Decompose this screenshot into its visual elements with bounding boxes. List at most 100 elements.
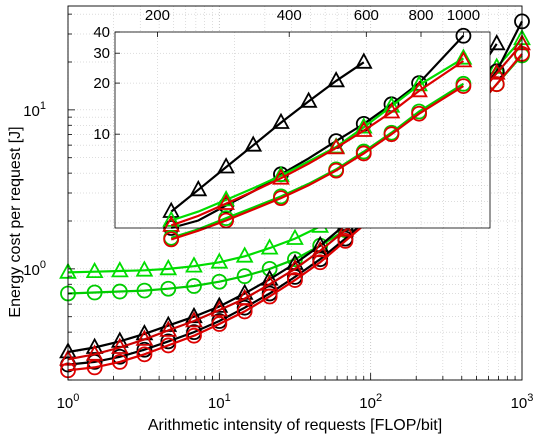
series-2-point-17	[487, 34, 506, 51]
series-0-point-6	[210, 252, 229, 269]
series-4-point-2	[110, 337, 129, 354]
inset-series-0-point-5	[299, 91, 318, 108]
inset-series-5-point-2	[218, 212, 234, 229]
series-5-point-4	[160, 337, 177, 354]
inset-frame	[114, 31, 491, 229]
inset-series-3-point-8	[382, 102, 401, 119]
inset-axes: 200 400 600 800 1000 10 20 30 40	[93, 7, 491, 229]
series-1-point-5	[186, 278, 202, 294]
series-2-point-1	[85, 337, 104, 354]
series-4-point-11	[336, 220, 355, 237]
series-4-point-4	[159, 320, 178, 337]
inset-y-tick-label: 30	[93, 45, 110, 62]
inset-background	[115, 32, 490, 228]
inset-series-2-point-2	[217, 190, 235, 207]
inset-series-5-point-6	[328, 162, 345, 179]
series-4-point-6	[210, 300, 229, 317]
inset-series-line-5	[170, 85, 464, 241]
series-0-point-8	[260, 238, 279, 255]
series-1-point-3	[136, 282, 153, 299]
inset-series-0-point-1	[189, 179, 208, 197]
inset-y-tick-label: 20	[93, 75, 110, 92]
x-tick-label: 101	[208, 392, 231, 412]
inset-x-tick-label: 400	[277, 7, 302, 24]
inset-series-0-point-3	[244, 135, 263, 152]
series-5-point-3	[136, 346, 153, 363]
series-1-point-4	[160, 280, 177, 297]
main-axes: 100 101 102 103 100 101	[23, 5, 534, 412]
inset-series-0-point-7	[354, 52, 373, 69]
inset-series-line-4	[170, 82, 464, 239]
series-3-point-2	[111, 348, 128, 365]
y-axis-label: Energy cost per request [J]	[7, 126, 24, 317]
series-1-point-6	[211, 273, 228, 290]
inset-series-3-point-4	[272, 168, 290, 185]
inset-series-line-0	[170, 61, 365, 213]
series-2-point-5	[185, 306, 203, 324]
inset-series-2-point-7	[354, 117, 373, 134]
inset-x-tick-label: 200	[145, 7, 170, 24]
inset-series-2-point-0	[162, 210, 181, 227]
inset-series-0-point-4	[272, 112, 290, 129]
inset-series-5-point-4	[273, 190, 289, 207]
inset-x-tick-label: 1000	[447, 7, 480, 24]
x-axis-label: Arithmetic intensity of requests [FLOP/b…	[148, 417, 442, 434]
y-tick-label: 100	[23, 259, 46, 279]
inset-series-5-point-8	[383, 126, 400, 143]
inset-y-tick-label: 40	[93, 24, 110, 41]
inset-series-3-point-9	[410, 80, 428, 98]
x-tick-label: 102	[359, 392, 382, 412]
inset-series-0-point-6	[327, 71, 346, 88]
series-1-point-1	[86, 284, 103, 301]
series-5-point-11	[337, 232, 354, 249]
inset-panel	[115, 32, 490, 228]
series-1-point-2	[111, 283, 128, 300]
inset-series-5-point-9	[411, 105, 427, 122]
inset-plot-series	[162, 27, 473, 248]
inset-y-tick-label: 10	[93, 126, 110, 143]
series-0-point-2	[110, 261, 129, 278]
series-3-point-4	[160, 333, 177, 350]
inset-series-5-point-10	[455, 78, 472, 94]
series-3-point-3	[136, 341, 153, 358]
inset-series-line-2	[170, 57, 464, 222]
series-4-point-10	[311, 240, 330, 258]
series-5-point-1	[86, 359, 103, 376]
series-4-point-3	[135, 329, 154, 346]
series-4-point-9	[286, 258, 304, 276]
series-0-point-7	[235, 246, 254, 263]
series-5-point-7	[236, 303, 253, 320]
series-0-point-1	[85, 261, 104, 279]
inset-series-2-point-10	[454, 48, 473, 65]
inset-series-0-point-2	[217, 157, 235, 174]
series-5-point-5	[186, 327, 202, 344]
series-5-point-10	[312, 254, 329, 271]
series-0-point-9	[286, 228, 304, 245]
series-5-point-2	[111, 353, 128, 370]
series-1-point-7	[236, 268, 253, 285]
x-tick-label: 103	[511, 392, 534, 412]
inset-series-line-1	[170, 35, 465, 230]
series-5-point-9	[287, 272, 303, 288]
series-0-point-4	[159, 258, 178, 276]
series-2-point-6	[210, 296, 229, 313]
series-5-point-8	[261, 288, 278, 305]
y-tick-label: 101	[23, 100, 46, 120]
inset-series-5-point-0	[163, 231, 180, 248]
inset-series-3-point-10	[454, 51, 473, 68]
series-5-point-6	[211, 316, 228, 332]
inset-x-tick-label: 600	[354, 7, 379, 24]
inset-series-2-point-4	[272, 165, 290, 182]
series-0-point-3	[135, 260, 154, 277]
inset-series-3-point-6	[327, 138, 346, 155]
series-0-point-5	[185, 256, 203, 273]
inset-series-3-point-2	[217, 193, 235, 210]
series-4-point-5	[185, 311, 203, 328]
inset-series-5-point-7	[355, 145, 372, 162]
series-4-point-17	[487, 63, 506, 80]
inset-series-3-point-7	[354, 120, 373, 137]
x-tick-label: 100	[57, 392, 80, 412]
inset-series-1-point-10	[455, 27, 472, 44]
inset-x-tick-label: 800	[408, 7, 433, 24]
